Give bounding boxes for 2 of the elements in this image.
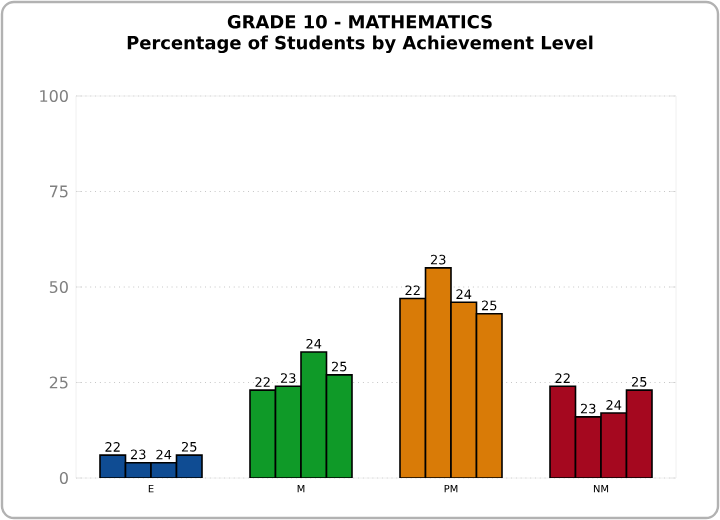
chart-title: GRADE 10 - MATHEMATICS: [227, 14, 492, 29]
chart-subtitle: Percentage of Students by Achievement Level: [127, 35, 593, 54]
